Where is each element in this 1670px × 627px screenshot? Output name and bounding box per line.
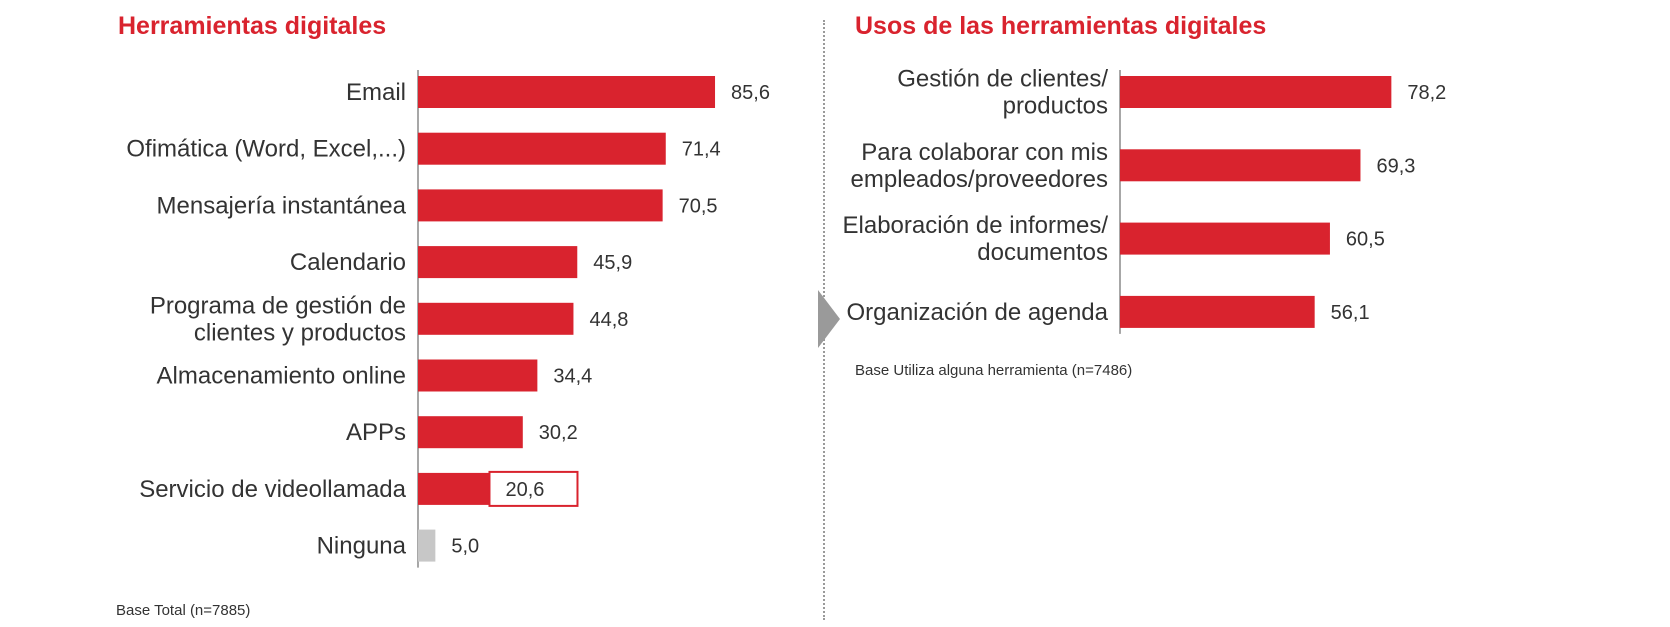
- bar: [418, 189, 663, 222]
- bar: [418, 416, 523, 449]
- category-label: Mensajería instantánea: [157, 192, 407, 219]
- value-label: 20,6: [505, 479, 544, 501]
- bar: [418, 76, 716, 108]
- right-base-note: Base Utiliza alguna herramienta (n=7486): [855, 362, 1133, 379]
- value-label: 71,4: [682, 139, 721, 161]
- bar: [1120, 149, 1361, 182]
- category-label: documentos: [977, 239, 1108, 266]
- category-label: APPs: [346, 419, 406, 446]
- category-label: Calendario: [290, 249, 406, 276]
- value-label: 34,4: [553, 366, 592, 388]
- value-label: 30,2: [539, 422, 578, 444]
- category-label: Programa de gestión de: [150, 292, 406, 319]
- digital-tools-uses-bar-chart: Gestión de clientes/productos 78,2 Para co…: [843, 66, 1446, 334]
- value-label: 70,5: [679, 195, 718, 217]
- value-label: 45,9: [593, 252, 632, 274]
- bar: [418, 302, 574, 335]
- bar: [418, 529, 436, 562]
- left-chart-panel: Herramientas digitales Email 85,6 Ofimátic…: [0, 0, 820, 627]
- digital-tools-bar-chart: Email 85,6 Ofimática (Word, Excel,...) 71,4…: [126, 70, 770, 568]
- value-label: 78,2: [1407, 82, 1446, 104]
- category-label: Servicio de videollamada: [139, 476, 406, 503]
- value-label: 85,6: [731, 82, 770, 104]
- category-label: Elaboración de informes/: [843, 212, 1109, 239]
- right-chart-title: Usos de las herramientas digitales: [855, 12, 1267, 40]
- right-chart-panel: Usos de las herramientas digitales Gesti…: [830, 0, 1670, 627]
- value-label: 69,3: [1376, 155, 1415, 177]
- bar: [1120, 222, 1330, 255]
- chevron-right-icon: [818, 290, 840, 348]
- value-label: 56,1: [1331, 302, 1370, 324]
- bar: [418, 359, 538, 392]
- value-label: 60,5: [1346, 229, 1385, 251]
- category-label: Organización de agenda: [846, 299, 1108, 326]
- highlight-box: [488, 470, 579, 507]
- bar: [418, 132, 666, 165]
- left-base-note: Base Total (n=7885): [116, 602, 251, 619]
- category-label: Email: [346, 79, 406, 106]
- category-label: productos: [1003, 93, 1108, 120]
- category-label: Almacenamiento online: [157, 363, 406, 390]
- category-label: Gestión de clientes/: [897, 66, 1108, 93]
- category-label: Para colaborar con mis: [861, 139, 1108, 166]
- bar: [418, 472, 490, 505]
- category-label: Ofimática (Word, Excel,...): [126, 136, 406, 163]
- bar: [1120, 295, 1315, 328]
- value-label: 44,8: [589, 309, 628, 331]
- bar: [418, 246, 578, 279]
- category-label: Ninguna: [317, 533, 407, 560]
- bar: [1120, 76, 1392, 108]
- category-label: clientes y productos: [194, 319, 406, 346]
- value-label: 5,0: [451, 536, 479, 558]
- left-chart-title: Herramientas digitales: [118, 12, 387, 40]
- category-label: empleados/proveedores: [851, 166, 1109, 193]
